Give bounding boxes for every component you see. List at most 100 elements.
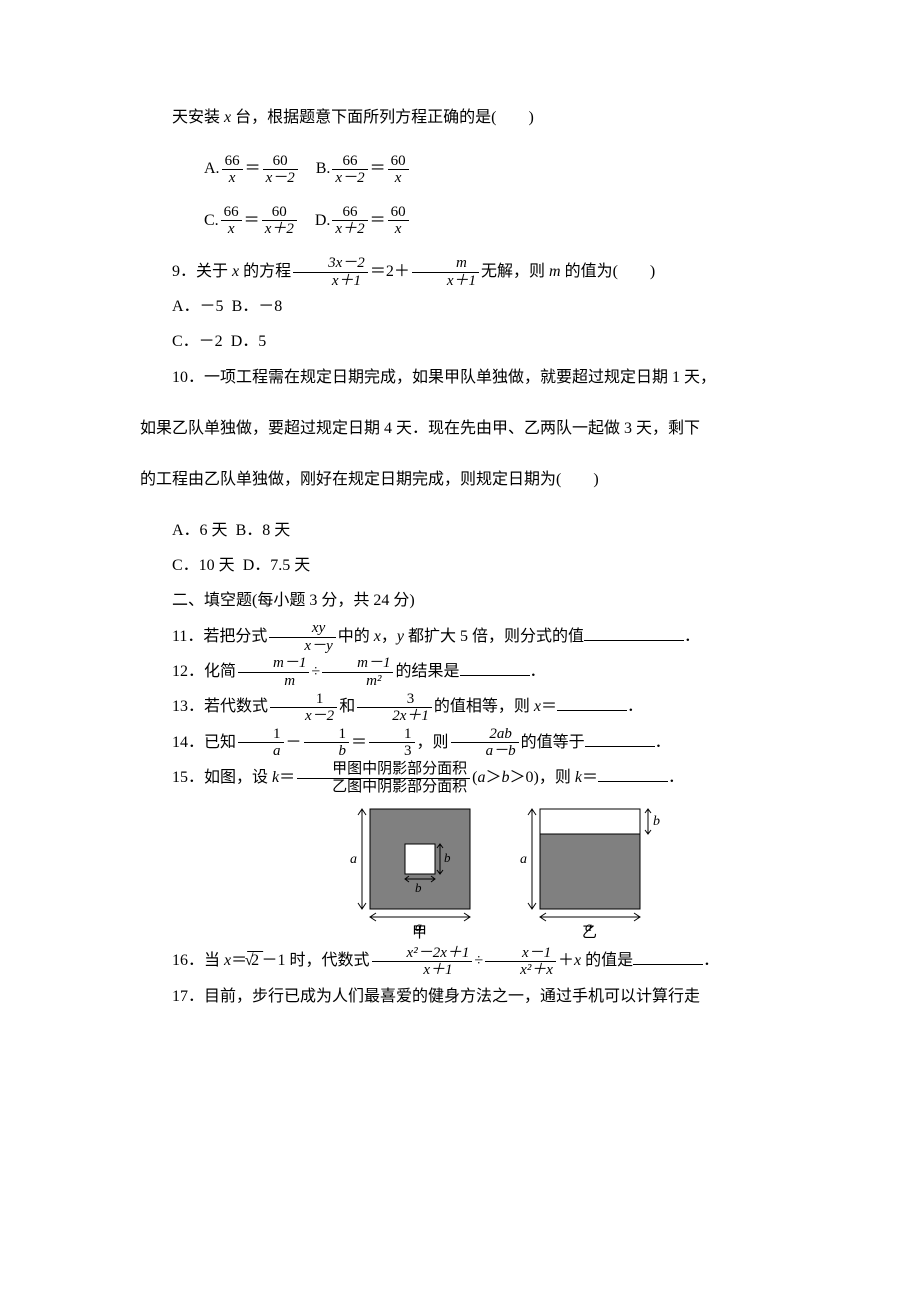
var-y: y	[397, 628, 404, 645]
text: 无解，则	[481, 263, 549, 280]
den: 2x＋1	[357, 707, 432, 725]
opt-A: A．－5	[172, 298, 224, 315]
opt-B: B．－8	[232, 298, 283, 315]
frac: mx＋1	[412, 255, 479, 289]
text: 的值等于	[521, 734, 585, 751]
text: 16．当	[172, 952, 224, 969]
var-x: x	[374, 628, 381, 645]
text: 的值相等，则	[434, 698, 534, 715]
text: 中的	[338, 628, 374, 645]
den: x＋1	[372, 961, 473, 979]
den: 乙图中阴影部分面积	[297, 778, 470, 796]
q17: 17．目前，步行已成为人们最喜爱的健身方法之一，通过手机可以计算行走	[140, 979, 820, 1014]
frac: 1b	[304, 726, 350, 760]
frac: 2aba－b	[451, 726, 519, 760]
num: 3x－2	[293, 255, 368, 272]
text: 的结果是	[395, 663, 459, 680]
period: ．	[627, 698, 643, 715]
frac: 13	[369, 726, 415, 760]
eq: ＝	[351, 734, 367, 751]
num: xy	[269, 620, 335, 637]
label-b: b	[415, 880, 422, 895]
num: 1	[304, 726, 350, 743]
den: x	[388, 169, 409, 187]
num: x²－2x＋1	[372, 945, 473, 962]
den: x－2	[263, 169, 298, 187]
blank	[598, 765, 668, 782]
q9-stem: 9．关于 x 的方程3x－2x＋1＝2＋mx＋1无解，则 m 的值为( )	[140, 254, 820, 289]
period: ．	[684, 628, 700, 645]
frac: 1a	[238, 726, 284, 760]
num: 60	[388, 204, 409, 221]
gt0: ＞0)，则	[510, 769, 575, 786]
frac: m－1m²	[322, 655, 393, 689]
den: x＋1	[412, 272, 479, 290]
var-b: b	[502, 769, 510, 786]
opt-B: B．8 天	[236, 522, 291, 539]
text: 14．已知	[172, 734, 236, 751]
num: 60	[263, 153, 298, 170]
frac: 3x－2x＋1	[293, 255, 368, 289]
frac: 60x＋2	[262, 204, 297, 238]
den: x＋2	[262, 220, 297, 238]
text: 台，根据题意下面所列方程正确的是( )	[231, 109, 534, 126]
opt-A: A．6 天	[172, 522, 228, 539]
frac: 66x＋2	[332, 204, 367, 238]
eq: ＝	[370, 212, 386, 229]
blank	[584, 624, 684, 641]
num: x－1	[485, 945, 556, 962]
q10-line2: 如果乙队单独做，要超过规定日期 4 天．现在先由甲、乙两队一起做 3 天，剩下	[140, 411, 820, 446]
eq: ＝	[370, 160, 386, 177]
q10-options-row1: A．6 天 B．8 天	[140, 513, 820, 548]
section-2-header: 二、填空题(每小题 3 分，共 24 分)	[140, 583, 820, 618]
num: 66	[332, 204, 367, 221]
eq: ＝	[279, 769, 295, 786]
blank	[557, 694, 627, 711]
num: 66	[332, 153, 367, 170]
q14: 14．已知1a－1b＝13，则2aba－b的值等于．	[140, 725, 820, 760]
num: 2ab	[451, 726, 519, 743]
jia-inner	[405, 844, 435, 874]
period: ．	[655, 734, 671, 751]
num: 60	[262, 204, 297, 221]
frac: 66x－2	[332, 153, 367, 187]
den: x＋2	[332, 220, 367, 238]
eq: ＝	[244, 212, 260, 229]
gt: ＞	[485, 769, 501, 786]
text: 15．如图，设	[172, 769, 272, 786]
label-b: b	[653, 814, 660, 829]
den: x	[222, 169, 243, 187]
var-x: x	[534, 698, 541, 715]
frac: 60x	[388, 153, 409, 187]
num: 1	[270, 691, 337, 708]
q10-options-row2: C．10 天 D．7.5 天	[140, 548, 820, 583]
opt-D: D．7.5 天	[243, 557, 311, 574]
den: x－y	[269, 637, 335, 655]
frac: 1x－2	[270, 691, 337, 725]
period: ．	[668, 769, 684, 786]
eq: ＝	[582, 769, 598, 786]
den: a－b	[451, 742, 519, 760]
blank	[460, 659, 530, 676]
label-yi: 乙	[582, 925, 597, 939]
q10-line3: 的工程由乙队单独做，刚好在规定日期完成，则规定日期为( )	[140, 462, 820, 497]
num: 1	[369, 726, 415, 743]
num: 3	[357, 691, 432, 708]
frac: 66x	[222, 153, 243, 187]
text: 9．关于	[172, 263, 232, 280]
text: 的方程	[239, 263, 291, 280]
q8-options-row2: C.66x＝60x＋2 D.66x＋2＝60x	[204, 203, 820, 238]
comma: ，	[381, 628, 397, 645]
period: ．	[703, 952, 719, 969]
text: 12．化简	[172, 663, 236, 680]
label-a: a	[520, 852, 527, 867]
minus: －	[286, 734, 302, 751]
opt-B-label: B.	[316, 160, 331, 177]
frac: xyx－y	[269, 620, 335, 654]
opt-C: C．10 天	[172, 557, 235, 574]
q8-options-row1: A.66x＝60x－2 B.66x－2＝60x	[204, 151, 820, 186]
var-m: m	[549, 263, 561, 280]
num: m－1	[322, 655, 393, 672]
div: ÷	[474, 952, 483, 969]
blank	[633, 948, 703, 965]
